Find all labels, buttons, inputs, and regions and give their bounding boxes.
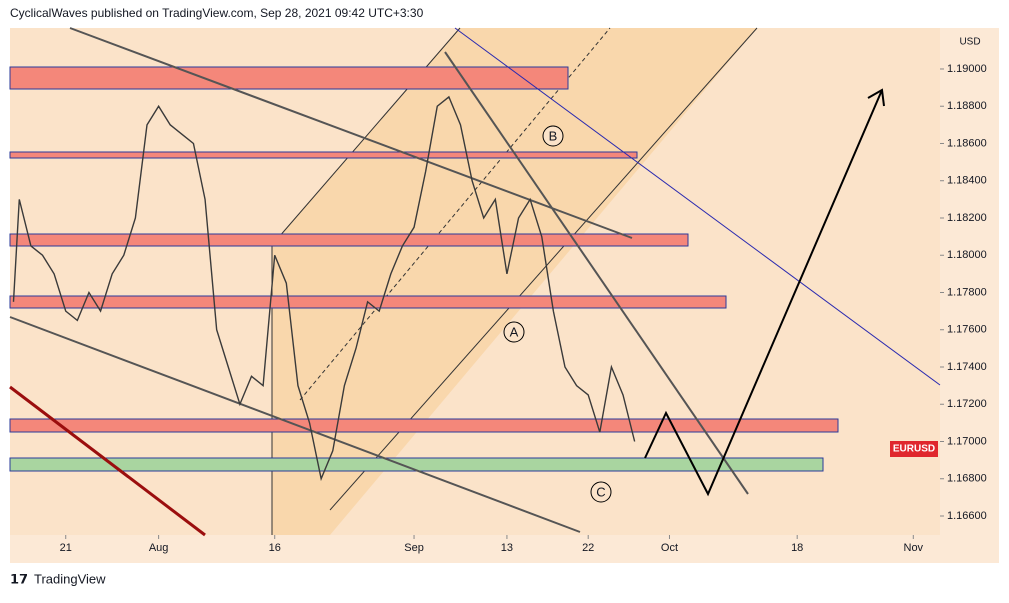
y-tick-label: 1.16600 bbox=[947, 510, 987, 522]
y-tick-label: 1.18200 bbox=[947, 212, 987, 224]
y-tick-label: 1.17800 bbox=[947, 286, 987, 298]
trend-line bbox=[9, 385, 206, 537]
wave-marker bbox=[542, 125, 564, 147]
zone bbox=[9, 418, 839, 433]
footer-logo: 𝟭𝟳 bbox=[10, 571, 28, 586]
drawings bbox=[9, 27, 941, 537]
y-tick-label: 1.18400 bbox=[947, 175, 987, 187]
x-tick-label: 18 bbox=[791, 542, 803, 554]
y-tick-label: 1.17400 bbox=[947, 361, 987, 373]
currency-label: USD bbox=[959, 37, 980, 48]
zone bbox=[9, 66, 569, 90]
arrow-head bbox=[867, 88, 885, 107]
y-tick-label: 1.16800 bbox=[947, 473, 987, 485]
y-tick-label: 1.17600 bbox=[947, 324, 987, 336]
wave-marker bbox=[503, 321, 525, 343]
trend-line bbox=[444, 51, 749, 495]
channel-midline bbox=[299, 27, 611, 401]
y-tick-label: 1.18000 bbox=[947, 249, 987, 261]
x-tick-label: Sep bbox=[404, 542, 424, 554]
zone bbox=[9, 151, 638, 159]
x-tick-label: 13 bbox=[501, 542, 513, 554]
symbol-label: EURUSD bbox=[893, 444, 935, 455]
wave-label: B bbox=[549, 128, 558, 143]
price-axis bbox=[940, 28, 999, 535]
x-tick-label: Aug bbox=[149, 542, 169, 554]
y-tick-label: 1.18600 bbox=[947, 137, 987, 149]
wave-marker bbox=[590, 481, 612, 503]
x-tick-label: Oct bbox=[661, 542, 678, 554]
x-tick-label: 21 bbox=[60, 542, 72, 554]
time-axis bbox=[10, 535, 999, 563]
x-tick-label: 16 bbox=[269, 542, 281, 554]
y-tick-label: 1.17200 bbox=[947, 398, 987, 410]
wave-label: A bbox=[510, 324, 519, 339]
y-tick-label: 1.17000 bbox=[947, 435, 987, 447]
chart-title: CyclicalWaves published on TradingView.c… bbox=[10, 6, 424, 20]
symbol-badge bbox=[890, 441, 938, 457]
wave-label: C bbox=[596, 484, 605, 499]
y-tick-label: 1.19000 bbox=[947, 63, 987, 75]
x-tick-label: 22 bbox=[582, 542, 594, 554]
trend-line bbox=[9, 316, 581, 533]
footer: TradingView bbox=[34, 571, 106, 586]
zone bbox=[9, 457, 824, 472]
zone bbox=[9, 233, 689, 247]
channel-line bbox=[271, 27, 461, 246]
x-tick-label: Nov bbox=[904, 542, 924, 554]
trend-line bbox=[69, 27, 633, 239]
y-tick-label: 1.18800 bbox=[947, 100, 987, 112]
forecast-path bbox=[644, 89, 883, 497]
price-line bbox=[12, 95, 636, 482]
trend-line bbox=[454, 27, 941, 386]
